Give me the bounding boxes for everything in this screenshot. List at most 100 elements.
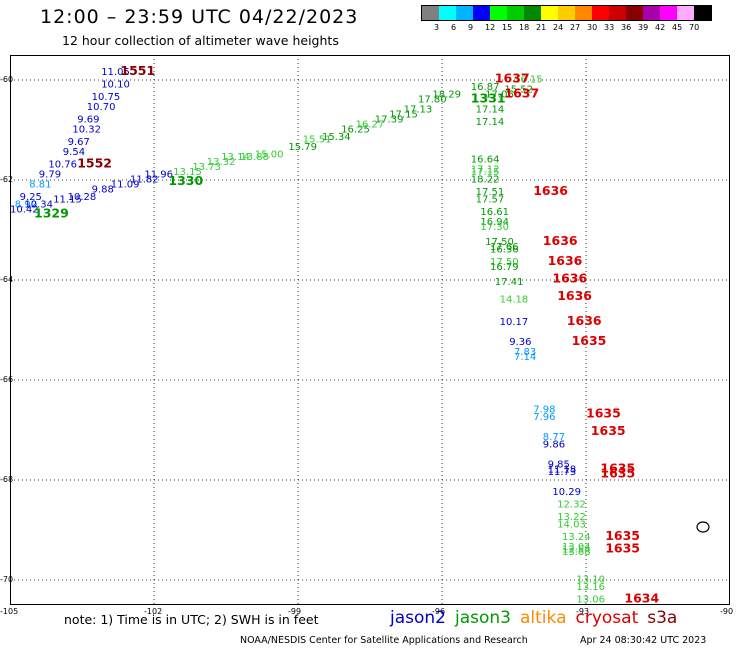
legend-label: 24 <box>553 23 564 32</box>
wave-height-label: 13.06 <box>576 595 605 606</box>
wave-height-label: 17.14 <box>476 105 505 116</box>
legend-label: 42 <box>655 23 666 32</box>
wave-height-label: 13.73 <box>192 162 221 173</box>
wave-height-label: 9.67 <box>68 137 90 148</box>
satellite-cryosat: cryosat <box>575 608 639 628</box>
map-grid <box>10 55 730 605</box>
pass-time-label: 1636 <box>533 183 568 198</box>
wave-height-label: 8.77 <box>543 432 565 443</box>
legend-unit: (ft) <box>696 7 709 16</box>
wave-height-label: 18.22 <box>471 175 500 186</box>
wave-height-label: 10.17 <box>500 317 529 328</box>
lon-tick-label: -99 <box>288 607 302 616</box>
legend-label: 27 <box>570 23 581 32</box>
pass-time-label: 1636 <box>548 253 583 268</box>
wave-height-label: 16.94 <box>480 217 509 228</box>
wave-height-label: 11.09 <box>111 180 140 191</box>
legend-label: 3 <box>434 23 440 32</box>
wave-height-label: 12.54 <box>562 545 591 556</box>
pass-time-label: 1636 <box>543 233 578 248</box>
wave-height-label: 13.88 <box>240 152 269 163</box>
pass-time-label: 1331 <box>471 91 506 106</box>
wave-height-label: 17.06 <box>485 90 514 101</box>
map-frame <box>10 55 730 605</box>
legend-color-bar <box>421 5 712 21</box>
wave-height-label: 15.00 <box>255 150 284 161</box>
wave-height-label: 10.32 <box>72 125 101 136</box>
pass-time-label: 1637 <box>495 71 530 86</box>
wave-height-label: 18.29 <box>432 90 461 101</box>
wave-height-label: 14.18 <box>500 295 529 306</box>
wave-height-label: 13.32 <box>207 157 236 168</box>
wave-height-label: 17.57 <box>476 195 505 206</box>
wave-height-label: 10.10 <box>101 80 130 91</box>
legend-swatch <box>473 6 490 20</box>
wave-height-label: 17.12 <box>471 165 500 176</box>
wave-height-label: 9.79 <box>39 170 61 181</box>
wave-height-label: 10.29 <box>552 487 581 498</box>
legend-swatch <box>694 6 711 20</box>
pass-time-label: 1330 <box>168 173 203 188</box>
wave-height-label: 17.50 <box>485 237 514 248</box>
wave-height-label: 9.69 <box>77 115 99 126</box>
wave-height-label: 14.03 <box>557 520 586 531</box>
footer-timestamp: Apr 24 08:30:42 UTC 2023 <box>580 635 707 646</box>
wave-height-label: 15.51 <box>303 135 332 146</box>
wave-height-label: 11.05 <box>101 67 130 78</box>
wave-height-label: 13.04 <box>562 542 591 553</box>
legend-swatch <box>524 6 541 20</box>
wave-height-label: 17.80 <box>418 95 447 106</box>
wave-height-label: 10.76 <box>48 160 77 171</box>
wave-height-label: 10.42 <box>10 205 39 216</box>
lat-tick-label: -62 <box>0 175 14 184</box>
legend-label: 36 <box>621 23 632 32</box>
legend-swatch <box>592 6 609 20</box>
pass-time-label: 1552 <box>77 156 112 171</box>
wave-height-label: 17.14 <box>476 117 505 128</box>
wave-height-label: 16.61 <box>480 207 509 218</box>
satellite-altika: altika <box>520 608 567 628</box>
wave-height-label: 15.79 <box>288 142 317 153</box>
wave-height-label: 13.68 <box>562 547 591 558</box>
wave-height-label: 10.70 <box>87 102 116 113</box>
pass-time-label: 1635 <box>600 466 635 481</box>
wave-height-label: 9.36 <box>509 337 531 348</box>
pass-time-label: 1634 <box>624 591 659 606</box>
pass-time-label: 1635 <box>572 333 607 348</box>
wave-height-label: 16.79 <box>490 262 519 273</box>
pass-time-label: 1635 <box>586 406 621 421</box>
wave-height-label: 16.15 <box>514 75 543 86</box>
wave-height-label: 17.15 <box>389 110 418 121</box>
wave-height-label: 9.25 <box>20 192 42 203</box>
wave-height-label: 16.25 <box>341 125 370 136</box>
pass-time-label: 1329 <box>34 206 69 221</box>
legend-label: 45 <box>672 23 683 32</box>
legend-swatch <box>456 6 473 20</box>
legend-label: 30 <box>587 23 598 32</box>
wave-height-label: 8.81 <box>29 180 51 191</box>
legend-swatch <box>626 6 643 20</box>
legend-label: 70 <box>689 23 700 32</box>
wave-height-label: 15.34 <box>322 132 351 143</box>
pass-time-label: 1551 <box>120 63 155 78</box>
wave-height-label: 9.86 <box>543 440 565 451</box>
wave-height-label: 11.18 <box>548 465 577 476</box>
wave-height-label: 9.88 <box>92 185 114 196</box>
lat-tick-label: -60 <box>0 75 14 84</box>
legend-label: 39 <box>638 23 649 32</box>
legend-swatch <box>609 6 626 20</box>
wave-height-label: 12.32 <box>557 500 586 511</box>
pass-time-label: 1635 <box>600 461 635 476</box>
wave-height-label: 9.85 <box>548 460 570 471</box>
legend-swatch <box>643 6 660 20</box>
lat-tick-label: -68 <box>0 475 14 484</box>
wave-height-label: 17.15 <box>471 167 500 178</box>
wave-height-label: 13.15 <box>173 167 202 178</box>
wave-height-label: 9.54 <box>63 147 85 158</box>
satellite-s3a: s3a <box>647 608 678 628</box>
wave-height-label: 13.16 <box>576 582 605 593</box>
wave-height-label: 10.28 <box>68 192 97 203</box>
legend-swatch <box>422 6 439 20</box>
